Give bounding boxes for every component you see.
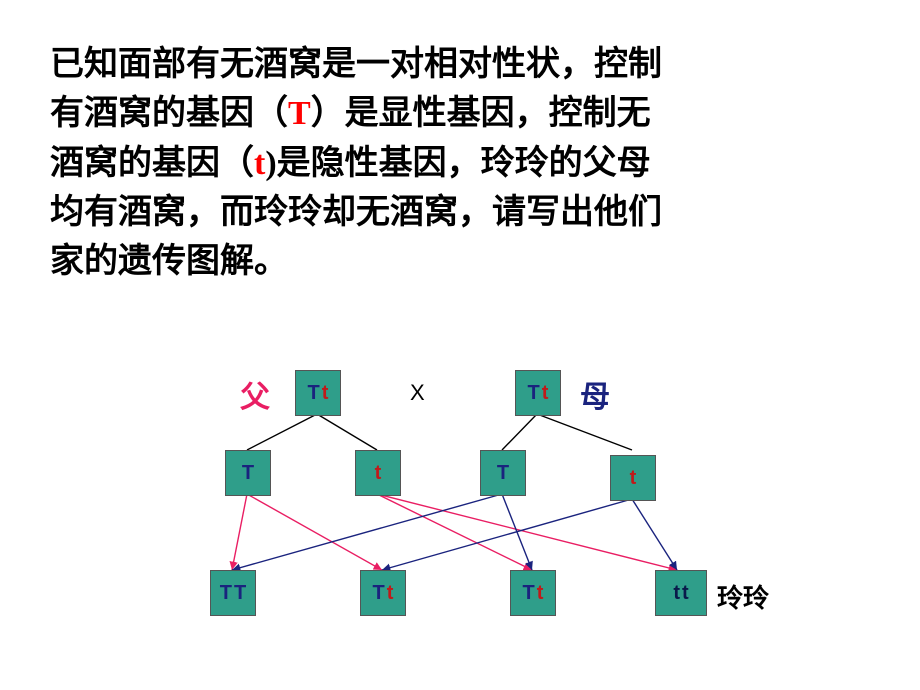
father-label: 父	[240, 372, 270, 416]
text-line-2a: 有酒窝的基因（	[50, 95, 288, 132]
father-genotype-box: T t	[295, 370, 341, 416]
allele: t	[630, 467, 637, 490]
text-line-2b: ）是显性基因，控制无	[311, 95, 651, 132]
allele: T	[220, 582, 232, 605]
gamete-box: T	[225, 450, 271, 496]
allele: t	[387, 582, 394, 605]
text-line-5: 家的遗传图解。	[50, 243, 288, 280]
allele: T	[242, 462, 254, 485]
text-line-4: 均有酒窝，而玲玲却无酒窝，请写出他们	[50, 194, 662, 231]
allele: T	[308, 382, 320, 405]
allele: t	[322, 382, 329, 405]
slide: 已知面部有无酒窝是一对相对性状，控制 有酒窝的基因（T）是显性基因，控制无 酒窝…	[0, 0, 920, 690]
gamete-box: t	[610, 455, 656, 501]
offspring-box: T t	[510, 570, 556, 616]
genetic-diagram: 父 X 母 玲玲 T t T t T t T t	[185, 360, 785, 670]
allele: T	[528, 382, 540, 405]
text-line-3a: 酒窝的基因（	[50, 145, 254, 182]
allele: t	[682, 582, 689, 605]
allele: t	[673, 582, 680, 605]
allele: T	[234, 582, 246, 605]
text-line-1: 已知面部有无酒窝是一对相对性状，控制	[50, 46, 662, 83]
connection-lines	[185, 360, 785, 670]
offspring-box: T t	[360, 570, 406, 616]
allele: t	[375, 462, 382, 485]
text-line-3b: )是隐性基因，玲玲的父母	[265, 145, 650, 182]
allele: T	[373, 582, 385, 605]
offspring-box: t t	[655, 570, 707, 616]
mother-label: 母	[580, 372, 610, 416]
inline-T: T	[288, 95, 311, 132]
allele: T	[523, 582, 535, 605]
allele: T	[497, 462, 509, 485]
problem-text: 已知面部有无酒窝是一对相对性状，控制 有酒窝的基因（T）是显性基因，控制无 酒窝…	[50, 40, 870, 286]
cross-symbol: X	[410, 380, 425, 406]
gamete-box: t	[355, 450, 401, 496]
allele: t	[542, 382, 549, 405]
lingling-label: 玲玲	[717, 578, 769, 615]
mother-genotype-box: T t	[515, 370, 561, 416]
offspring-box: TT	[210, 570, 256, 616]
allele: t	[537, 582, 544, 605]
gamete-box: T	[480, 450, 526, 496]
inline-t: t	[254, 145, 265, 182]
